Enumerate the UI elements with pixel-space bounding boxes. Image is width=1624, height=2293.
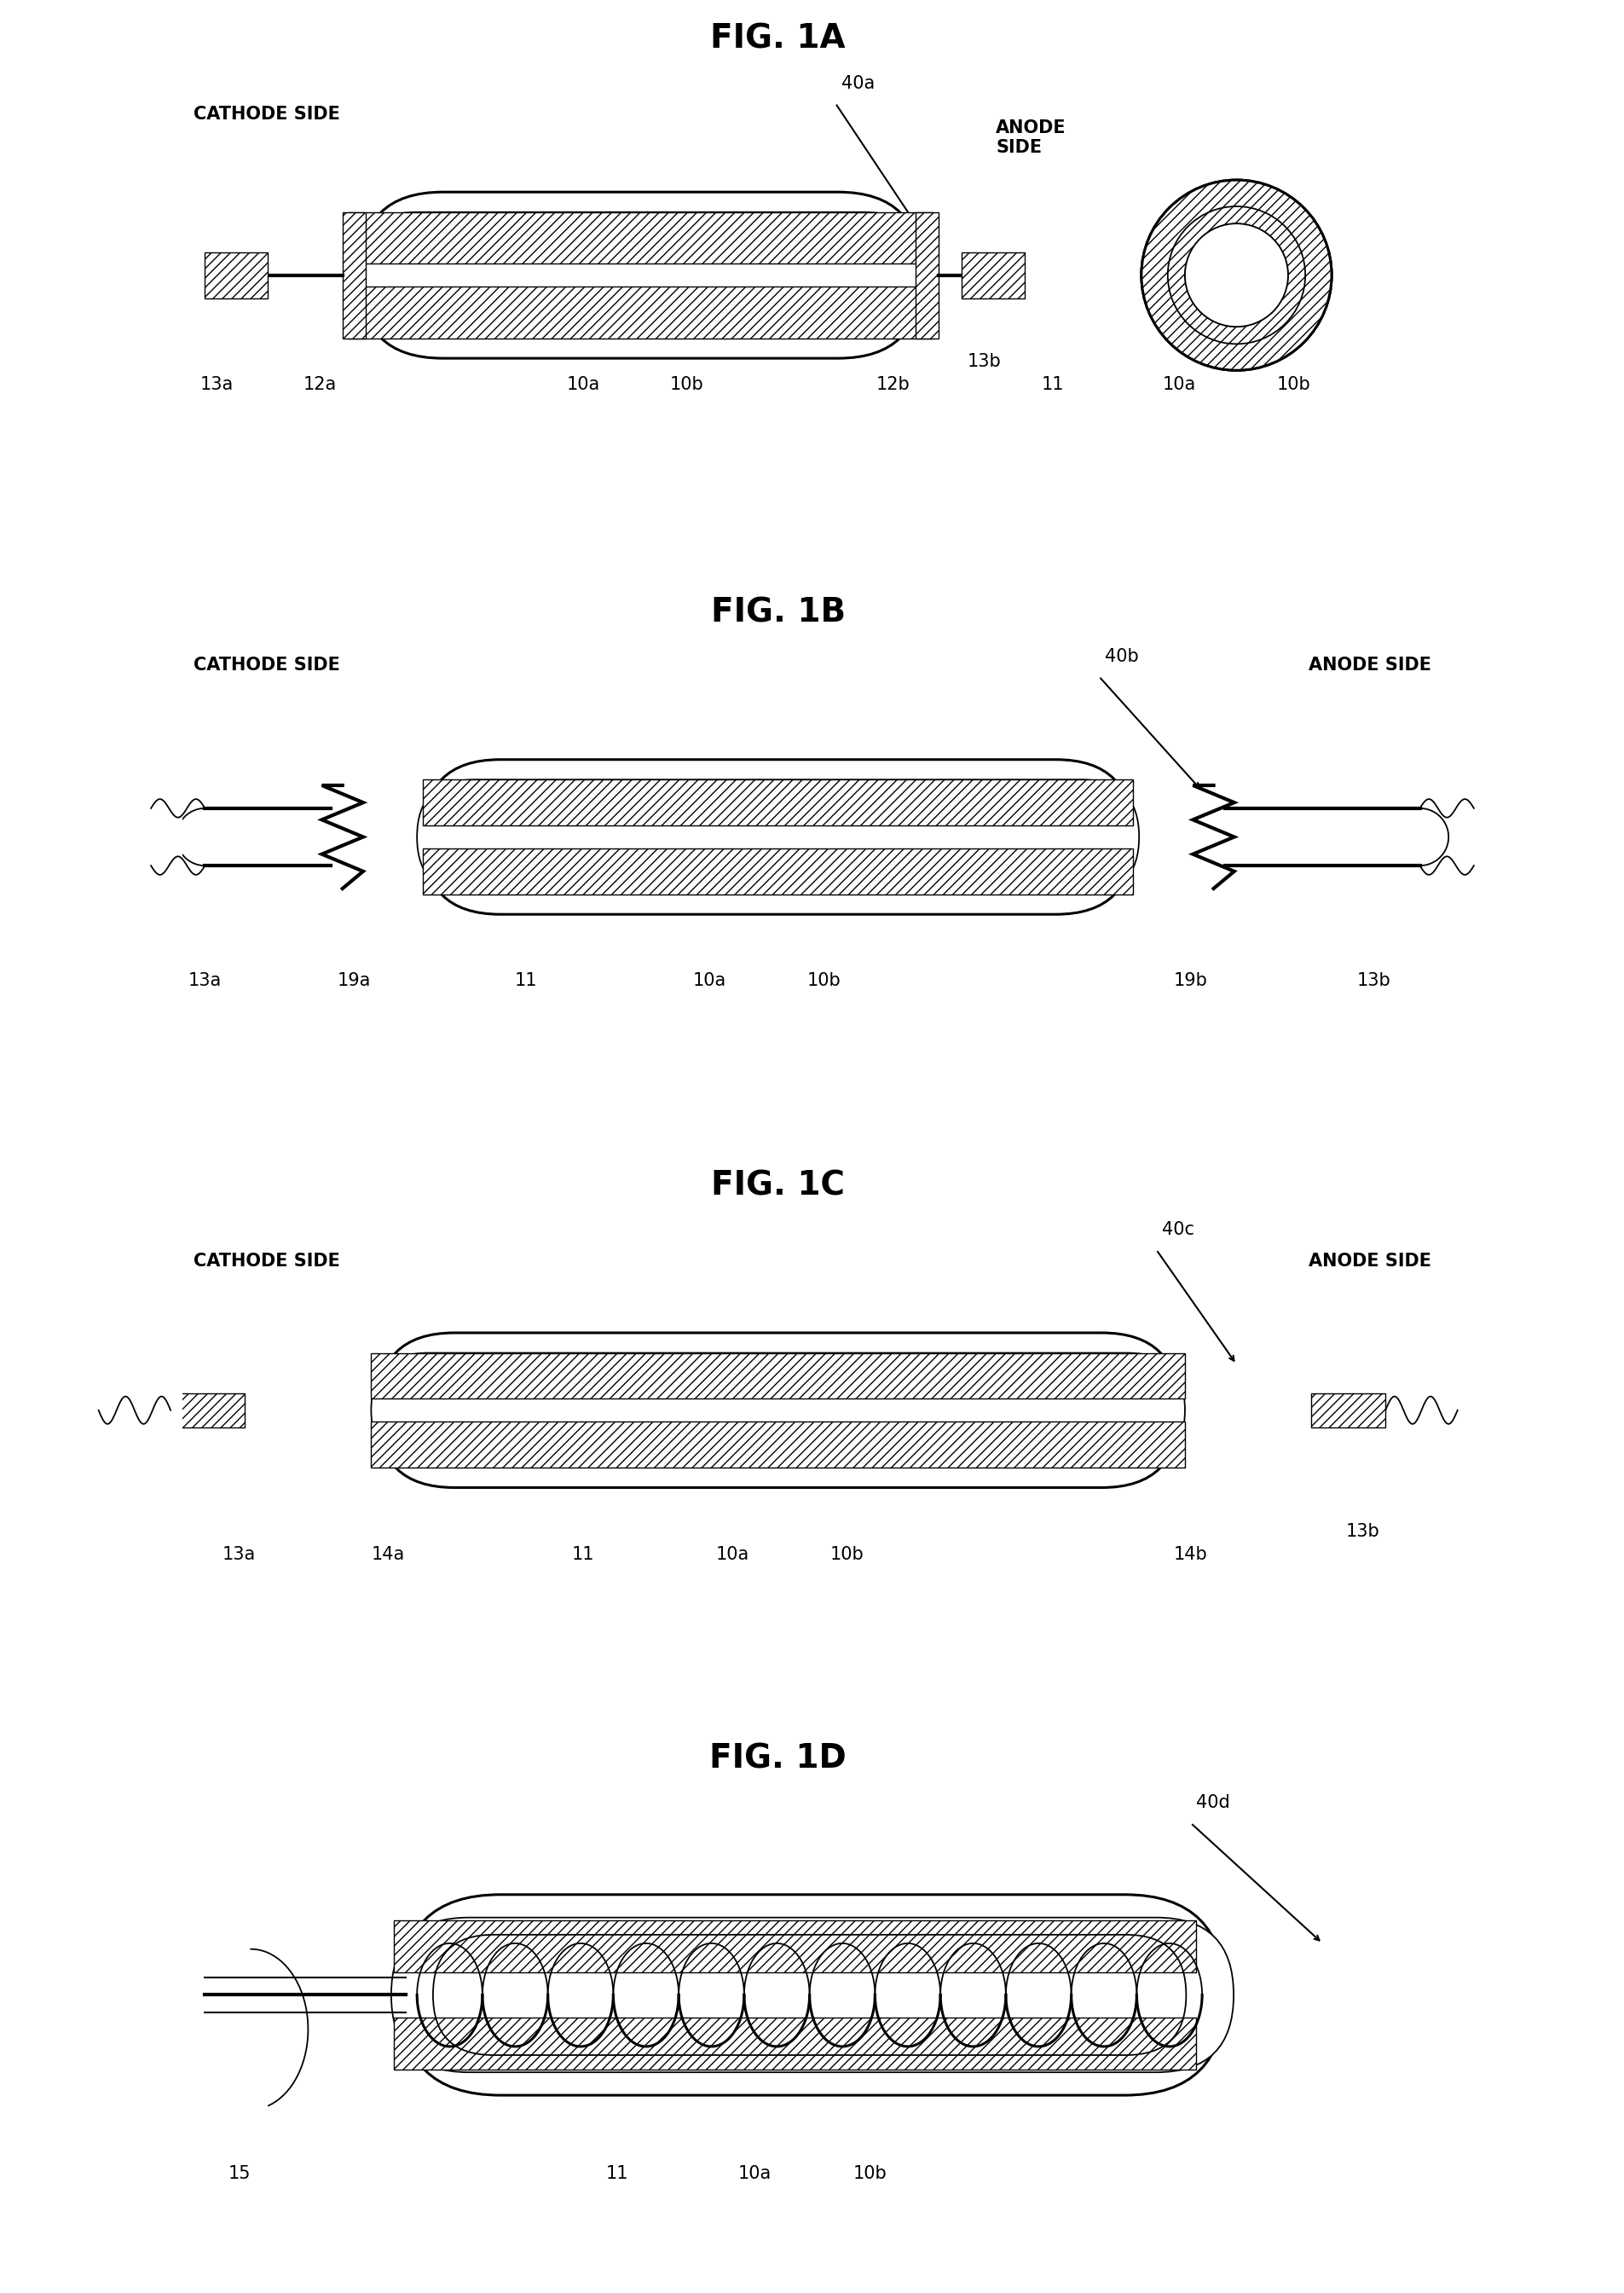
Text: FIG. 1A: FIG. 1A bbox=[710, 23, 844, 55]
Text: 14b: 14b bbox=[1173, 1545, 1207, 1562]
Text: 13a: 13a bbox=[200, 376, 232, 392]
Bar bbox=[395, 1922, 1195, 1972]
FancyBboxPatch shape bbox=[391, 1917, 1233, 2073]
Bar bbox=[914, 213, 939, 339]
Text: 11: 11 bbox=[1041, 376, 1064, 392]
Text: FIG. 1C: FIG. 1C bbox=[711, 1169, 844, 1202]
Bar bbox=[171, 1392, 245, 1426]
FancyBboxPatch shape bbox=[377, 1332, 1179, 1488]
Text: 10a: 10a bbox=[1161, 376, 1195, 392]
Text: ANODE SIDE: ANODE SIDE bbox=[1307, 1252, 1431, 1270]
Text: 14a: 14a bbox=[372, 1545, 404, 1562]
Text: 11: 11 bbox=[606, 2165, 628, 2181]
Text: FIG. 1D: FIG. 1D bbox=[710, 1743, 846, 1775]
FancyBboxPatch shape bbox=[417, 780, 1138, 894]
Text: CATHODE SIDE: CATHODE SIDE bbox=[193, 105, 339, 124]
Bar bbox=[348, 213, 932, 264]
Text: 13b: 13b bbox=[966, 353, 1000, 369]
Bar bbox=[395, 2018, 1195, 2068]
Bar bbox=[961, 252, 1023, 298]
Text: 40d: 40d bbox=[1195, 1795, 1229, 1811]
Bar bbox=[348, 287, 932, 339]
Text: 10a: 10a bbox=[567, 376, 599, 392]
Text: 13b: 13b bbox=[1356, 972, 1390, 988]
Text: 10b: 10b bbox=[853, 2165, 887, 2181]
Circle shape bbox=[1184, 222, 1288, 326]
FancyBboxPatch shape bbox=[359, 193, 921, 358]
Bar bbox=[370, 1353, 1184, 1399]
Text: 10b: 10b bbox=[1276, 376, 1311, 392]
FancyBboxPatch shape bbox=[354, 213, 927, 339]
Text: 12a: 12a bbox=[302, 376, 336, 392]
FancyBboxPatch shape bbox=[370, 1353, 1184, 1468]
Text: 19a: 19a bbox=[338, 972, 370, 988]
Text: 13a: 13a bbox=[222, 1545, 257, 1562]
Wedge shape bbox=[1140, 179, 1332, 371]
Text: 12b: 12b bbox=[875, 376, 909, 392]
Text: 10b: 10b bbox=[830, 1545, 864, 1562]
Text: 40c: 40c bbox=[1161, 1222, 1194, 1238]
Text: 10b: 10b bbox=[807, 972, 840, 988]
Text: 40b: 40b bbox=[1104, 649, 1138, 665]
Text: 13b: 13b bbox=[1345, 1523, 1379, 1539]
Text: 19b: 19b bbox=[1173, 972, 1207, 988]
Text: 10a: 10a bbox=[715, 1545, 749, 1562]
Text: 10a: 10a bbox=[692, 972, 726, 988]
Bar bbox=[422, 780, 1134, 825]
Text: 10a: 10a bbox=[737, 2165, 771, 2181]
Text: ANODE
SIDE: ANODE SIDE bbox=[996, 119, 1065, 156]
Text: 11: 11 bbox=[572, 1545, 594, 1562]
FancyBboxPatch shape bbox=[422, 759, 1134, 915]
Bar bbox=[422, 848, 1134, 894]
Bar bbox=[370, 1422, 1184, 1468]
Text: 40a: 40a bbox=[841, 76, 874, 92]
Text: FIG. 1B: FIG. 1B bbox=[710, 596, 844, 628]
FancyBboxPatch shape bbox=[400, 1894, 1224, 2096]
Text: 10b: 10b bbox=[669, 376, 703, 392]
Text: ANODE SIDE: ANODE SIDE bbox=[1307, 656, 1431, 674]
Bar bbox=[1311, 1392, 1385, 1426]
Text: CATHODE SIDE: CATHODE SIDE bbox=[193, 1252, 339, 1270]
Bar bbox=[343, 213, 365, 339]
Text: 13a: 13a bbox=[188, 972, 221, 988]
Text: 15: 15 bbox=[227, 2165, 250, 2181]
Text: CATHODE SIDE: CATHODE SIDE bbox=[193, 656, 339, 674]
Bar bbox=[205, 252, 268, 298]
Text: 11: 11 bbox=[515, 972, 538, 988]
Circle shape bbox=[1140, 181, 1332, 369]
